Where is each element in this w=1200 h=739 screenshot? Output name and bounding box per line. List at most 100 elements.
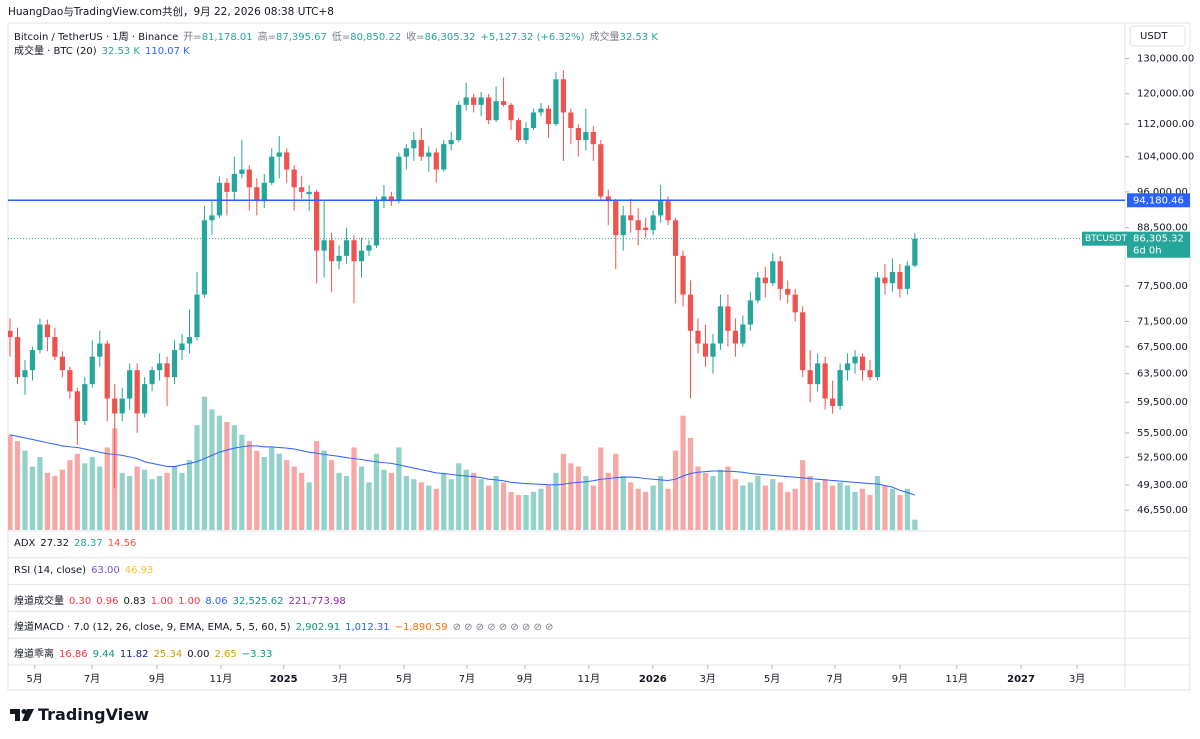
volume-bar <box>396 447 402 530</box>
candle-body <box>89 356 95 385</box>
indicator-legend: ADX 27.32 28.37 14.56 <box>14 538 141 549</box>
x-tick-label: 3月 <box>332 673 348 685</box>
volume-bar <box>224 422 230 530</box>
indicator-value: 25.34 <box>153 649 183 661</box>
volume-bar <box>478 479 484 530</box>
candle-body <box>874 277 881 378</box>
ohlc-value: 81,178.01 <box>201 32 253 43</box>
volume-bar <box>575 466 581 530</box>
volume-bar <box>874 476 881 530</box>
volume-bar <box>500 482 507 530</box>
candle-body <box>418 140 424 157</box>
volume-bar <box>650 485 656 530</box>
candle-body <box>82 384 88 422</box>
volume-bar <box>433 488 439 530</box>
candle-body <box>882 277 888 284</box>
volume-bar <box>52 476 58 530</box>
logo: TradingView <box>10 705 149 724</box>
volume-bar <box>643 491 649 530</box>
volume-bar <box>156 476 163 530</box>
candle-body <box>508 104 514 121</box>
volume-bar <box>605 472 611 530</box>
candle-body <box>912 238 918 266</box>
y-tick-label: 71,500.00 <box>1137 316 1188 327</box>
header: HuangDao与TradingView.com共创，9月 22, 2026 0… <box>8 6 334 18</box>
volume-bar <box>366 482 372 530</box>
candle-body <box>29 350 36 371</box>
currency-box <box>1129 25 1186 47</box>
candle-body <box>194 294 200 338</box>
volume-bar <box>448 479 454 530</box>
ohlc-label: 低= <box>331 32 351 43</box>
indicator-value: 32,525.62 <box>232 595 284 607</box>
volume-bar <box>822 479 828 530</box>
indicator-name: ADX <box>14 538 36 549</box>
change: +5,127.32 (+6.32%) <box>480 32 585 43</box>
candle-body <box>687 294 694 331</box>
volume-bar <box>321 450 327 530</box>
volume-bar <box>485 485 492 530</box>
candle-body <box>650 215 656 231</box>
volume-bar <box>807 476 813 530</box>
candle-body <box>568 112 574 129</box>
candle-body <box>366 245 372 251</box>
candle-body <box>254 187 260 202</box>
y-tick-label: 112,000.00 <box>1137 119 1194 130</box>
candle-body <box>493 101 499 121</box>
candle-body <box>628 215 634 221</box>
volume-bar <box>171 466 178 530</box>
volume-bar <box>777 482 783 530</box>
candle-body <box>889 272 896 284</box>
volume-bar <box>456 463 462 530</box>
candle-body <box>67 370 73 392</box>
volume-bar <box>800 460 806 530</box>
volume-bar <box>635 488 641 530</box>
x-tick-label: 3月 <box>1069 673 1085 685</box>
candle-body <box>388 196 395 202</box>
ohlc-value: 80,850.22 <box>350 32 402 43</box>
volume-bar <box>770 479 776 530</box>
volume-bar <box>590 485 596 530</box>
x-tick-label: 11月 <box>945 673 968 685</box>
volume-bar <box>545 485 552 530</box>
candle-body <box>463 97 469 105</box>
x-tick-label: 5月 <box>27 673 43 685</box>
candle-body <box>276 152 282 157</box>
x-tick-label: 3月 <box>700 673 716 685</box>
legend: Bitcoin / TetherUS · 1周 · Binance 开=81,17… <box>14 28 663 43</box>
symbol-title: Bitcoin / TetherUS · 1周 · Binance <box>14 32 179 43</box>
x-tick-label: 5月 <box>396 673 412 685</box>
candle-body <box>403 148 409 157</box>
candle-body <box>448 140 454 145</box>
volume-bar <box>388 472 395 530</box>
volume-bar <box>89 456 95 530</box>
volume-bar <box>508 491 514 530</box>
y-tick-label: 67,500.00 <box>1137 342 1188 353</box>
candle-body <box>104 343 110 399</box>
symbol-label: BTCUSDT <box>1085 234 1128 244</box>
y-tick-label: 46,550.00 <box>1137 505 1188 516</box>
candle-body <box>328 240 335 262</box>
candle-body <box>792 294 798 313</box>
candle-body <box>411 140 417 149</box>
x-tick-label: 9月 <box>149 673 165 685</box>
candle-body <box>829 398 836 406</box>
volume-bar <box>740 485 746 530</box>
indicator-value: 2,902.91 <box>295 622 341 634</box>
volume-label: 成交量 <box>589 32 620 43</box>
candle-body <box>478 97 484 105</box>
candle-body <box>321 240 327 251</box>
volume-bar <box>358 466 365 530</box>
candle-body <box>336 255 342 262</box>
volume-bar <box>687 437 694 530</box>
indicator-value: −1,890.59 <box>394 622 448 634</box>
y-tick-label: 120,000.00 <box>1137 89 1194 100</box>
candle-body <box>44 324 51 338</box>
candle-body <box>807 370 813 385</box>
volume-bar <box>403 476 409 530</box>
x-tick-label: 7月 <box>84 673 100 685</box>
symbol-box <box>1082 231 1128 246</box>
indicator-value: 14.56 <box>107 538 137 549</box>
y-tick-label: 49,300.00 <box>1137 480 1188 491</box>
